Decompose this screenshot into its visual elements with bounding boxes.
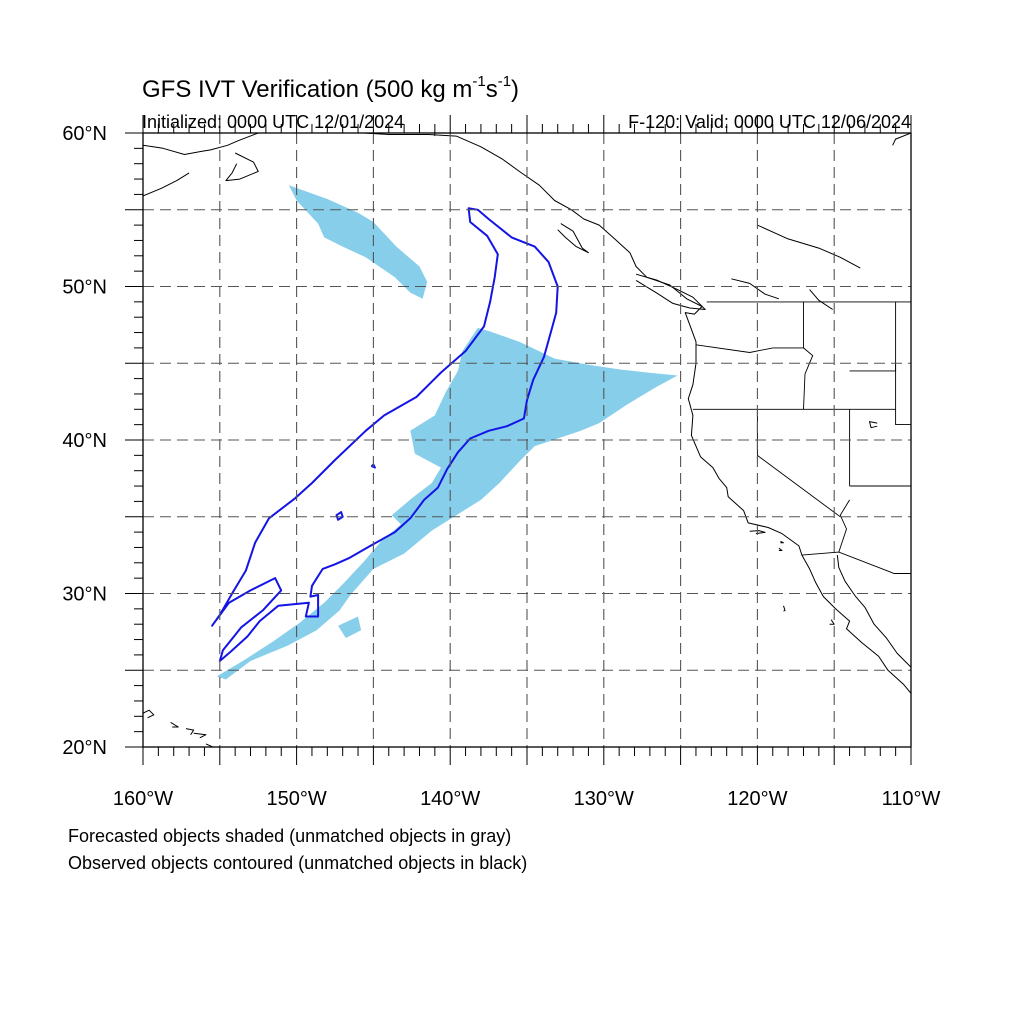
lon-label: 160°W bbox=[113, 788, 173, 810]
lat-label: 30°N bbox=[62, 584, 107, 606]
coastline bbox=[225, 152, 259, 182]
political-border bbox=[801, 551, 911, 574]
coastline bbox=[193, 732, 207, 739]
coastline bbox=[143, 133, 259, 155]
coastline bbox=[780, 540, 784, 544]
plot-area bbox=[143, 133, 911, 747]
init-time-label: Initialized: 0000 UTC 12/01/2024 bbox=[142, 112, 404, 132]
lat-label: 60°N bbox=[62, 123, 107, 145]
figure-title: GFS IVT Verification (500 kg m-1s-1) bbox=[142, 73, 519, 103]
political-border bbox=[695, 344, 804, 353]
coastline bbox=[143, 709, 155, 719]
forecast-ivt-object bbox=[216, 327, 678, 680]
coastline bbox=[170, 721, 179, 728]
forecast-objects bbox=[216, 185, 678, 680]
coastline bbox=[783, 605, 786, 612]
coastline bbox=[757, 224, 861, 269]
axis-ticks bbox=[125, 115, 912, 765]
lon-label: 150°W bbox=[266, 788, 326, 810]
coastline bbox=[731, 278, 780, 300]
lon-label: 110°W bbox=[882, 788, 941, 810]
legend-observed-note: Observed objects contoured (unmatched ob… bbox=[68, 853, 527, 873]
political-borders bbox=[434, 133, 911, 574]
observed-ivt-contour bbox=[211, 207, 559, 662]
coastlines bbox=[143, 133, 911, 747]
coastline bbox=[809, 289, 833, 310]
coastline bbox=[778, 547, 783, 551]
political-border bbox=[803, 301, 814, 410]
coastline bbox=[185, 728, 195, 735]
coastline bbox=[364, 133, 911, 694]
longitude-labels: 160°W 150°W 140°W 130°W 120°W 110°W bbox=[113, 788, 941, 810]
graticule bbox=[143, 133, 911, 747]
lon-label: 120°W bbox=[727, 788, 787, 810]
lon-label: 140°W bbox=[420, 788, 480, 810]
latitude-labels: 60°N 50°N 40°N 30°N 20°N bbox=[62, 123, 107, 759]
political-border bbox=[849, 301, 897, 372]
lat-label: 40°N bbox=[62, 430, 107, 452]
coastline bbox=[892, 133, 911, 146]
coastline bbox=[749, 530, 766, 535]
coastline bbox=[869, 421, 878, 429]
coastline bbox=[836, 555, 911, 668]
observed-ivt-contour bbox=[335, 511, 344, 521]
valid-time-label: F-120: Valid: 0000 UTC 12/06/2024 bbox=[628, 112, 911, 132]
lat-label: 50°N bbox=[62, 277, 107, 299]
coastline bbox=[143, 172, 190, 197]
forecast-ivt-object bbox=[338, 616, 362, 638]
coastline bbox=[829, 619, 835, 625]
political-border bbox=[895, 363, 911, 426]
lat-label: 20°N bbox=[62, 737, 107, 759]
political-border bbox=[838, 499, 850, 553]
coastline bbox=[635, 273, 706, 310]
lon-label: 130°W bbox=[574, 788, 634, 810]
political-border bbox=[756, 409, 841, 518]
coastline bbox=[557, 223, 589, 254]
forecast-ivt-object bbox=[288, 185, 428, 299]
legend-forecast-note: Forecasted objects shaded (unmatched obj… bbox=[68, 826, 511, 846]
